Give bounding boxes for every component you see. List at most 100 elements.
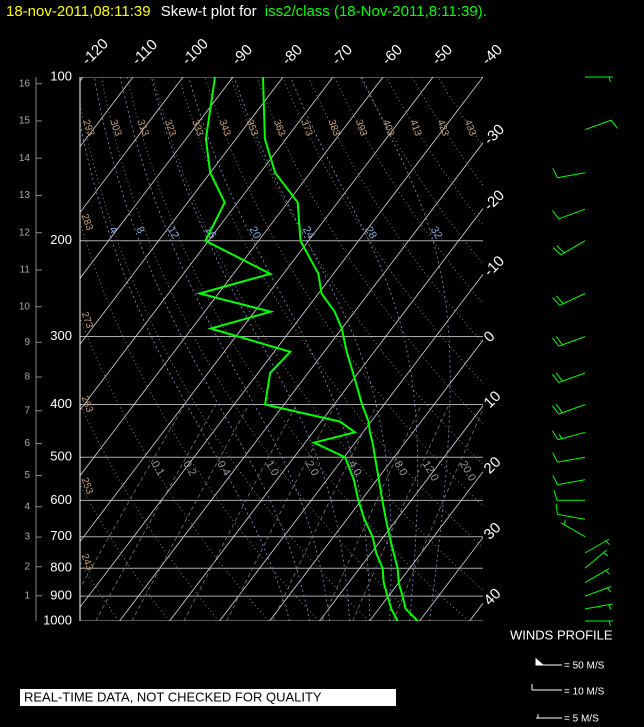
temperature-line: [262, 76, 419, 622]
wind-barb: [553, 490, 585, 501]
dry-adiabat-label: 413: [407, 118, 423, 138]
title-source: iss2/class (18-Nov-2011,8:11:39).: [265, 3, 487, 20]
mixing-ratio-line: [95, 404, 217, 621]
wind-barb: [552, 168, 586, 179]
dry-adiabat-label: 323: [162, 118, 178, 138]
mixing-ratio-label: 0.4: [214, 459, 232, 478]
height-tick-label: 15: [19, 116, 31, 127]
wind-barb: [585, 76, 613, 83]
isotherm-label: -100: [179, 35, 212, 68]
mixing-ratio-label: 4.0: [346, 459, 364, 478]
isotherm: [80, 77, 284, 345]
title-date: 18-nov-2011,08:11:39: [6, 3, 151, 20]
height-tick-label: 16: [19, 78, 31, 89]
mixing-ratio-label: 0.2: [180, 459, 198, 478]
isotherm-label: -10: [481, 253, 508, 280]
dry-adiabat: [359, 77, 483, 265]
y-tick-label: 100: [50, 68, 72, 83]
mixing-ratio-line: [183, 404, 297, 621]
moist-adiabat: [233, 77, 392, 621]
dry-adiabat: [101, 77, 420, 621]
isotherm-label: -70: [329, 41, 356, 68]
wind-barb: [552, 208, 586, 220]
mixing-ratio-label: 12.0: [420, 459, 441, 484]
dry-adiabat-label: 433: [462, 118, 478, 138]
isotherm-label: -50: [429, 41, 456, 68]
moist-adiabat: [151, 77, 350, 621]
height-tick-label: 10: [19, 301, 31, 312]
isotherm: [80, 77, 234, 279]
isotherm-label: -40: [479, 41, 506, 68]
height-tick-label: 5: [24, 470, 30, 481]
height-tick-label: 4: [24, 501, 30, 512]
isotherm-label: 20: [481, 454, 505, 478]
dry-adiabat-label: 243: [79, 552, 95, 572]
moist-adiabat: [80, 121, 290, 621]
note-box: [20, 689, 396, 706]
isotherm-label: 30: [481, 519, 505, 543]
y-tick-label: 400: [50, 396, 72, 411]
dry-adiabat: [437, 77, 483, 147]
legend-full-barb: [531, 684, 562, 691]
y-tick-label: 200: [50, 232, 72, 247]
dry-adiabat-label: 273: [79, 310, 95, 330]
legend-flag: [535, 657, 562, 666]
wind-barb: [552, 293, 586, 306]
moist-adiabat-label: 20: [246, 225, 263, 242]
isotherm-label: -80: [279, 41, 306, 68]
wind-barb: [584, 586, 612, 597]
isotherm-label: 10: [481, 388, 505, 412]
wind-barb: [560, 519, 586, 538]
isotherm: [80, 77, 184, 214]
height-tick-label: 3: [24, 532, 30, 543]
y-tick-label: 700: [50, 528, 72, 543]
moist-adiabat-label: 12: [165, 225, 182, 242]
dry-adiabat-label: 303: [107, 118, 123, 138]
height-tick-label: 13: [19, 190, 31, 201]
dry-adiabat-label: 403: [380, 118, 396, 138]
dry-adiabat-label: 423: [435, 118, 451, 138]
dry-adiabat-label: 253: [79, 476, 95, 496]
wind-barb: [552, 336, 586, 347]
moist-adiabat-label: 28: [362, 225, 379, 242]
wind-legend-symbols: [531, 657, 562, 719]
wind-legend-label: = 10 M/S: [564, 687, 605, 698]
mixing-ratio-label: 20.0: [457, 459, 478, 484]
moist-adiabat-label: 4: [106, 225, 119, 236]
wind-barb: [552, 404, 586, 415]
mixing-ratio-line: [392, 408, 483, 621]
mixing-ratio-label: 8.0: [391, 459, 409, 478]
moist-adiabat: [94, 77, 310, 621]
y-tick-label: 500: [50, 449, 72, 464]
dry-adiabat: [256, 77, 483, 425]
isotherm: [80, 77, 384, 477]
dry-adiabat-label: 353: [244, 118, 260, 138]
y-tick-label: 600: [50, 492, 72, 507]
isotherm-label: -110: [129, 36, 161, 68]
dry-adiabat-label: 363: [271, 118, 287, 138]
isotherm: [80, 77, 334, 411]
isotherm: [419, 536, 483, 621]
wind-barb: [584, 549, 609, 569]
moist-adiabat: [120, 77, 330, 621]
height-tick-label: 8: [24, 372, 30, 383]
mixing-ratio-line: [272, 404, 378, 621]
mixing-ratio-line: [226, 404, 336, 621]
moist-adiabat-label: 8: [133, 225, 146, 236]
isotherm: [169, 207, 483, 621]
isotherm-label: 40: [481, 585, 505, 609]
dry-adiabat-label: 313: [135, 118, 151, 138]
isotherm-label: -20: [481, 187, 508, 214]
isotherm-label: -120: [79, 35, 112, 68]
isotherm-label: 0: [481, 328, 499, 346]
dry-adiabat-label: 383: [325, 118, 341, 138]
dry-adiabat: [385, 77, 483, 226]
legend-half-barb: [536, 714, 562, 719]
wind-barb: [555, 503, 586, 520]
dry-adiabat: [80, 100, 370, 621]
dry-adiabat: [80, 220, 320, 621]
wind-barb: [552, 475, 586, 486]
height-tick-label: 9: [24, 337, 30, 348]
dry-adiabat-label: 263: [79, 395, 95, 415]
note: REAL-TIME DATA, NOT CHECKED FOR QUALITY: [24, 689, 322, 704]
